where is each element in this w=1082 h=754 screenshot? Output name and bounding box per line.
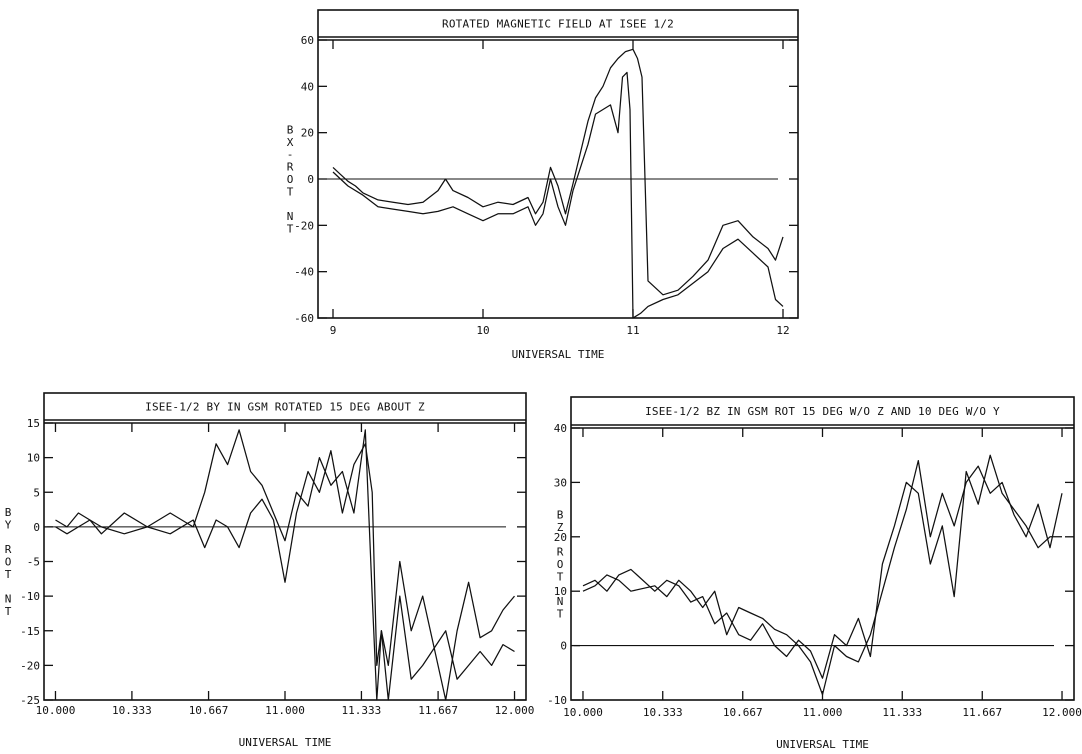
y-axis-label-char: T [5, 605, 12, 618]
y-axis-label-char: B [557, 508, 564, 521]
y-tick-label: -15 [20, 625, 40, 638]
y-tick-label: 0 [33, 521, 40, 534]
y-tick-label: 40 [301, 80, 314, 93]
series-line-2 [332, 71, 784, 319]
y-axis-label-char: X [287, 136, 294, 149]
y-axis-label-char: Z [557, 521, 564, 534]
y-axis-label-char: O [557, 558, 564, 571]
y-tick-label: -60 [294, 312, 314, 325]
y-axis-label-char: R [287, 161, 294, 174]
y-tick-label: 15 [27, 417, 40, 430]
x-tick-label: 12.000 [495, 704, 535, 717]
y-axis-label-char: N [5, 593, 12, 606]
x-tick-label: 11 [626, 324, 639, 337]
y-tick-label: 20 [554, 531, 567, 544]
y-axis-label-char: B [287, 123, 294, 136]
x-tick-label: 10.667 [723, 706, 763, 719]
y-axis-label-char: T [5, 568, 12, 581]
chart-title: ROTATED MAGNETIC FIELD AT ISEE 1/2 [442, 18, 674, 31]
y-axis-label-char: - [287, 148, 294, 161]
y-axis-label-char: R [5, 543, 12, 556]
x-tick-label: 10 [476, 324, 489, 337]
y-axis-label-char: B [5, 506, 12, 519]
x-tick-label: 11.333 [342, 704, 382, 717]
y-tick-label: -10 [547, 694, 567, 707]
x-tick-label: 10.000 [36, 704, 76, 717]
series-line-1 [55, 429, 515, 701]
y-axis-label-char: N [287, 210, 294, 223]
chart-panel-1: ROTATED MAGNETIC FIELD AT ISEE 1/2 9 10 11 1… [287, 9, 799, 361]
x-axis-label: UNIVERSAL TIME [512, 348, 605, 361]
y-tick-label: -40 [294, 266, 314, 279]
chart-frame [570, 396, 1075, 701]
x-tick-label: 12 [776, 324, 789, 337]
y-tick-label: 20 [301, 127, 314, 140]
x-tick-label: 11.000 [265, 704, 305, 717]
x-tick-label: 11.667 [962, 706, 1002, 719]
x-tick-label: 11.000 [803, 706, 843, 719]
y-axis-label-char: T [557, 570, 564, 583]
y-tick-label: 60 [301, 34, 314, 47]
chart-frame [317, 9, 799, 319]
y-tick-label: 40 [554, 422, 567, 435]
y-tick-label: -25 [20, 694, 40, 707]
chart-title: ISEE-1/2 BY IN GSM ROTATED 15 DEG ABOUT … [145, 401, 425, 414]
y-tick-label: -10 [20, 590, 40, 603]
x-tick-label: 10.333 [643, 706, 683, 719]
series-line-2 [55, 443, 515, 701]
y-tick-label: 10 [27, 452, 40, 465]
y-tick-label: 30 [554, 476, 567, 489]
y-axis-label-char: T [287, 223, 294, 236]
x-tick-label: 11.667 [418, 704, 458, 717]
y-axis-label-char: O [287, 173, 294, 186]
series-line-1 [582, 454, 1062, 679]
y-tick-label: 5 [33, 486, 40, 499]
y-axis-label-char: Y [5, 518, 12, 531]
x-tick-label: 9 [330, 324, 337, 337]
x-tick-label: 10.667 [189, 704, 229, 717]
y-tick-label: 0 [307, 173, 314, 186]
y-tick-label: -20 [20, 659, 40, 672]
series-line-1 [332, 48, 784, 296]
x-tick-label: 10.000 [563, 706, 603, 719]
x-axis-label: UNIVERSAL TIME [776, 738, 869, 751]
x-axis-label: UNIVERSAL TIME [239, 736, 332, 749]
chart-panel-3: ISEE-1/2 BZ IN GSM ROT 15 DEG W/O Z AND … [547, 396, 1082, 751]
y-tick-label: -20 [294, 219, 314, 232]
chart-title: ISEE-1/2 BZ IN GSM ROT 15 DEG W/O Z AND … [645, 405, 1000, 418]
chart-panel-2: ISEE-1/2 BY IN GSM ROTATED 15 DEG ABOUT … [5, 392, 535, 749]
y-tick-label: 0 [560, 640, 567, 653]
y-axis-label-char: T [287, 185, 294, 198]
x-tick-label: 12.000 [1042, 706, 1082, 719]
y-axis-label-char: R [557, 546, 564, 559]
x-tick-label: 11.333 [882, 706, 922, 719]
y-tick-label: 10 [554, 585, 567, 598]
y-axis-label-char: T [557, 608, 564, 621]
y-axis-label-char: O [5, 556, 12, 569]
series-line-2 [582, 459, 1063, 696]
x-tick-label: 10.333 [112, 704, 152, 717]
y-axis-label: B X -R O T N T [287, 123, 294, 235]
y-axis-label-char: N [557, 595, 564, 608]
y-tick-label: -5 [27, 556, 40, 569]
